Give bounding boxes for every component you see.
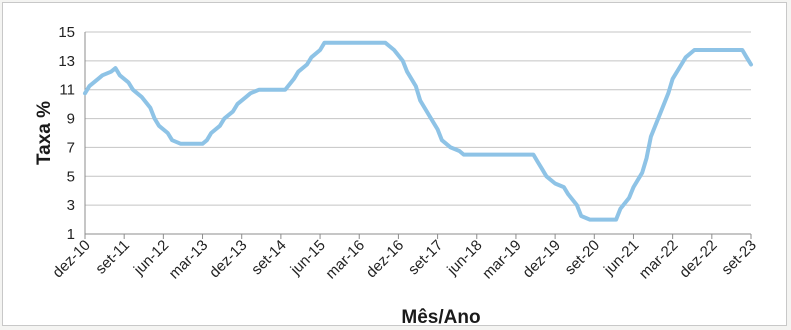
x-tick-label: set-23 <box>718 237 760 279</box>
x-tick-label: dez-19 <box>519 237 563 281</box>
x-tick-label: set-14 <box>248 237 290 279</box>
x-tick-label: jun-18 <box>443 237 485 279</box>
x-tick-label: set-20 <box>562 237 604 279</box>
y-axis-title: Taxa % <box>34 101 55 165</box>
x-tick-label: mar-19 <box>479 237 525 283</box>
y-tick-label: 3 <box>67 197 75 214</box>
x-tick-label: dez-22 <box>676 237 720 281</box>
x-tick-label: dez-13 <box>206 237 250 281</box>
y-tick-label: 1 <box>67 226 75 243</box>
x-tick-label: dez-16 <box>363 237 407 281</box>
series-layer <box>83 40 753 222</box>
grid-layer <box>85 31 751 206</box>
series-line-taxa <box>83 40 753 222</box>
x-tick-label: dez-10 <box>49 237 93 281</box>
y-tick-label: 11 <box>59 82 75 99</box>
x-tick-labels: dez-10set-11jun-12mar-13dez-13set-14jun-… <box>49 234 760 283</box>
y-tick-label: 7 <box>67 139 75 156</box>
y-tick-label: 9 <box>67 111 75 128</box>
x-tick-label: jun-12 <box>130 237 172 279</box>
x-tick-label: mar-22 <box>636 237 682 283</box>
chart-frame <box>2 2 787 326</box>
x-tick-label: jun-15 <box>287 237 329 279</box>
y-tick-label: 15 <box>58 24 75 41</box>
axis-layer <box>84 32 751 235</box>
x-tick-label: mar-16 <box>322 237 368 283</box>
x-tick-label: set-11 <box>92 237 133 278</box>
x-tick-label: set-17 <box>405 237 447 279</box>
x-tick-label: mar-13 <box>166 237 212 283</box>
y-tick-label: 5 <box>67 168 75 185</box>
y-tick-label: 13 <box>58 53 75 70</box>
x-tick-label: jun-21 <box>600 237 642 279</box>
x-axis-title: Mês/Ano <box>401 307 480 328</box>
